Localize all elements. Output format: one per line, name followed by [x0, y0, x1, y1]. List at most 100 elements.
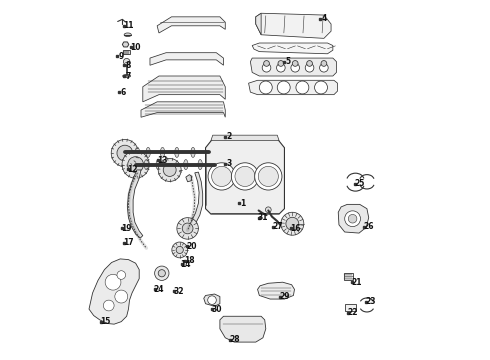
Text: 3: 3 — [226, 159, 231, 168]
Circle shape — [111, 139, 139, 167]
Text: 29: 29 — [279, 292, 290, 301]
Circle shape — [305, 63, 314, 72]
Circle shape — [208, 296, 216, 305]
Text: 11: 11 — [123, 21, 134, 30]
Circle shape — [117, 145, 133, 161]
Ellipse shape — [146, 147, 150, 157]
Text: 27: 27 — [272, 222, 283, 231]
Circle shape — [264, 60, 270, 66]
Circle shape — [291, 63, 299, 72]
Text: 22: 22 — [347, 308, 358, 317]
Circle shape — [123, 58, 130, 65]
Circle shape — [321, 60, 327, 66]
Circle shape — [182, 223, 193, 234]
Text: 24: 24 — [154, 285, 164, 294]
Ellipse shape — [191, 147, 195, 157]
Polygon shape — [89, 259, 139, 324]
Polygon shape — [256, 13, 331, 39]
Circle shape — [158, 158, 181, 181]
Circle shape — [348, 215, 357, 223]
Polygon shape — [343, 273, 353, 280]
Text: 30: 30 — [211, 305, 221, 314]
Ellipse shape — [170, 159, 173, 170]
Text: 15: 15 — [100, 317, 110, 326]
Circle shape — [266, 207, 271, 213]
Text: 4: 4 — [321, 14, 326, 23]
Circle shape — [128, 157, 144, 172]
Ellipse shape — [156, 159, 160, 170]
Circle shape — [293, 60, 298, 66]
Polygon shape — [256, 13, 261, 35]
Circle shape — [319, 63, 328, 72]
Circle shape — [276, 63, 285, 72]
Circle shape — [155, 266, 169, 280]
Text: 2: 2 — [226, 132, 231, 141]
Ellipse shape — [144, 159, 148, 170]
Text: 20: 20 — [186, 242, 196, 251]
Text: 7: 7 — [126, 72, 131, 81]
Circle shape — [115, 290, 128, 303]
Circle shape — [105, 274, 121, 290]
Text: 23: 23 — [365, 297, 376, 306]
Text: 25: 25 — [355, 179, 365, 188]
Polygon shape — [127, 170, 143, 238]
Circle shape — [255, 163, 282, 190]
Circle shape — [258, 166, 278, 186]
Text: 32: 32 — [173, 287, 184, 296]
Polygon shape — [250, 58, 337, 76]
Text: 21: 21 — [351, 278, 362, 287]
Polygon shape — [122, 50, 129, 54]
Ellipse shape — [124, 33, 131, 37]
Text: 13: 13 — [157, 156, 168, 165]
Circle shape — [212, 166, 232, 186]
Polygon shape — [150, 53, 223, 65]
Circle shape — [117, 271, 125, 279]
Text: 14: 14 — [181, 260, 191, 269]
Circle shape — [277, 81, 290, 94]
Circle shape — [286, 217, 299, 230]
Circle shape — [281, 212, 304, 235]
Polygon shape — [205, 139, 285, 214]
Circle shape — [177, 218, 198, 239]
Circle shape — [315, 81, 327, 94]
Ellipse shape — [122, 75, 131, 77]
Polygon shape — [122, 42, 129, 47]
Polygon shape — [248, 80, 338, 95]
Text: 17: 17 — [123, 238, 134, 247]
Polygon shape — [204, 294, 220, 306]
Circle shape — [235, 166, 255, 186]
Ellipse shape — [184, 159, 188, 170]
Text: 8: 8 — [126, 61, 131, 70]
Text: 28: 28 — [229, 335, 240, 344]
Polygon shape — [345, 304, 356, 311]
Circle shape — [103, 300, 114, 311]
Text: 16: 16 — [290, 224, 300, 233]
Polygon shape — [220, 316, 266, 342]
Polygon shape — [252, 43, 333, 54]
Text: 12: 12 — [127, 165, 137, 174]
Circle shape — [231, 163, 259, 190]
Text: 1: 1 — [241, 199, 246, 208]
Circle shape — [344, 211, 361, 226]
Text: 31: 31 — [258, 213, 268, 222]
Polygon shape — [338, 204, 368, 233]
Text: 6: 6 — [121, 87, 126, 96]
Ellipse shape — [198, 159, 202, 170]
Text: 9: 9 — [119, 52, 124, 61]
Text: 26: 26 — [364, 222, 374, 231]
Polygon shape — [141, 102, 225, 117]
Circle shape — [158, 270, 166, 277]
Circle shape — [176, 246, 183, 253]
Polygon shape — [187, 172, 203, 229]
Circle shape — [259, 81, 272, 94]
Polygon shape — [157, 17, 225, 33]
Polygon shape — [258, 282, 294, 299]
Circle shape — [208, 163, 235, 190]
Ellipse shape — [160, 147, 165, 157]
Circle shape — [278, 60, 284, 66]
Ellipse shape — [135, 147, 140, 157]
Circle shape — [262, 63, 271, 72]
Text: 10: 10 — [130, 43, 141, 52]
Circle shape — [296, 81, 309, 94]
Circle shape — [163, 163, 176, 176]
